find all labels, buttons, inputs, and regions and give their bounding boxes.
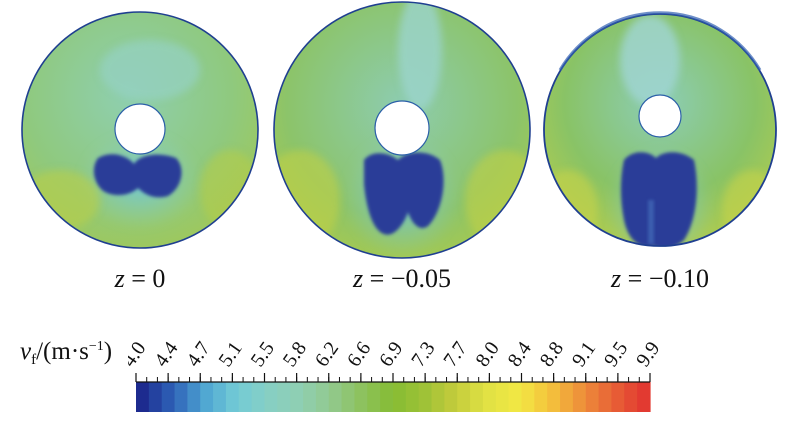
colorbar-segment [534,382,548,412]
panel-z-0 [21,11,259,249]
colorbar-tick-label: 7.3 [407,338,439,371]
colorbar-tick-label: 4.0 [128,338,150,371]
colorbar-segment [187,382,201,412]
colorbar-segment [367,382,381,412]
colorbar-segment [560,382,574,412]
colorbar-segment [328,382,343,412]
colorbar-segment [470,382,484,412]
colorbar-segment [315,382,330,412]
colorbar-segment [341,382,356,412]
colorbar-segment [508,382,523,412]
colorbar-tick-label: 6.6 [343,338,375,371]
colorbar-segment [393,382,407,412]
colorbar-symbol: v [20,338,32,365]
colorbar-segment [444,382,458,412]
colorbar-segment [277,382,291,412]
colorbar-segment [611,382,625,412]
colorbar-tick-label: 5.1 [214,338,246,371]
colorbar-segment [431,382,445,412]
panel-label-eq: = [369,264,385,293]
panel-label-value: 0 [152,264,166,293]
colorbar-segment [572,382,587,412]
panel-label-var: z [611,264,622,293]
colorbar-segment [521,382,535,412]
colorbar-segment [148,382,163,412]
colorbar-segment [482,382,497,412]
colorbar-tick-label: 9.9 [632,338,664,371]
colorbar-segment [585,382,600,412]
colorbar-tick-labels: 4.0 4.4 4.7 5.1 5.5 5.8 6.2 6.6 6.9 7.3 7.7 8.0 8.4 8… [128,338,664,371]
panel-label-3: z = −0.10 [560,264,760,294]
colorbar-tick-label: 4.4 [150,338,182,371]
panel-label-value: −0.10 [648,264,709,293]
panel-z-minus-0.05 [273,1,531,259]
colorbar-segment [213,382,227,412]
panel-label-eq: = [131,264,146,293]
colorbar-segment [225,382,240,412]
colorbar-segment [174,382,188,412]
colorbar-unit-close: ) [103,338,113,365]
colorbar-segment [303,382,317,412]
colorbar-segment [238,382,253,412]
colorbar-subscript: f [31,352,37,368]
panel-label-2: z = −0.05 [302,264,502,294]
colorbar-tick-label: 6.9 [375,338,407,371]
colorbar-segment [457,382,471,412]
colorbar-tick-label: 5.8 [279,338,311,371]
colorbar-tick-label: 6.2 [311,338,343,371]
colorbar-segment [637,382,651,412]
colorbar-segment [624,382,638,412]
panel-z-minus-0.10 [543,11,777,247]
colorbar-ticks [135,373,651,383]
colorbar-tick-label: 5.5 [247,338,279,371]
colorbar-title: vf/(m·s−1) [20,338,112,369]
colorbar-segment [405,382,420,412]
colorbar-segment [290,382,304,412]
panel-label-eq: = [627,264,643,293]
colorbar-tick-label: 8.8 [536,338,568,371]
colorbar-segment [161,382,176,412]
colorbar-segment [354,382,368,412]
colorbar-segment [598,382,613,412]
colorbar-segment [136,382,150,412]
colorbar-tick-label: 7.7 [439,338,471,371]
colorbar-unit-sup: −1 [88,339,104,354]
velocity-contour-panels [21,1,777,259]
colorbar-tick-label: 8.4 [504,338,536,371]
colorbar-segment [547,382,561,412]
colorbar-tick-label: 9.5 [600,338,632,371]
colorbar-tick-label: 8.0 [471,338,503,371]
panel-label-1: z = 0 [40,264,240,294]
colorbar-segment [264,382,278,412]
colorbar-tick-label: 4.7 [182,338,214,371]
colorbar-gradient [136,382,651,412]
colorbar-segment [251,382,266,412]
colorbar-segment [200,382,214,412]
panel-label-var: z [114,264,125,293]
colorbar-segment [418,382,433,412]
colorbar-segment [495,382,510,412]
colorbar-unit-open: /(m·s [36,338,89,365]
panel-label-var: z [353,264,364,293]
colorbar: 4.0 4.4 4.7 5.1 5.5 5.8 6.2 6.6 6.9 7.3 7.7 8.0 8.4 8… [128,338,664,412]
colorbar-segment [380,382,394,412]
colorbar-tick-label: 9.1 [568,338,600,371]
panel-label-value: −0.05 [390,264,451,293]
